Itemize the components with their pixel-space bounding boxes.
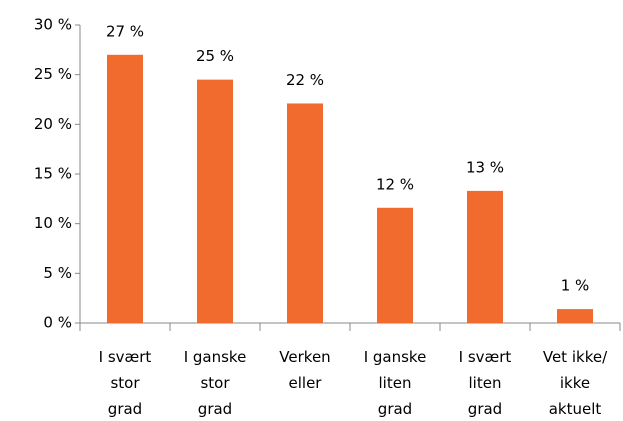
bar <box>197 79 233 323</box>
value-label: 22 % <box>286 71 324 89</box>
x-tick-label: Verken eller <box>279 348 330 392</box>
value-label: 12 % <box>376 175 414 193</box>
bar <box>287 103 323 324</box>
x-tick-label: I ganske stor grad <box>184 348 247 418</box>
y-tick-label: 0 % <box>43 314 72 332</box>
y-tick-label: 10 % <box>34 214 72 232</box>
y-tick-label: 5 % <box>43 264 72 282</box>
bar <box>557 309 593 323</box>
x-tick-label: I ganske liten grad <box>364 348 427 418</box>
x-tick-label: I svært stor grad <box>99 348 152 418</box>
y-tick-label: 20 % <box>34 115 72 133</box>
bar <box>377 207 413 323</box>
value-label: 25 % <box>196 47 234 65</box>
x-tick-label: Vet ikke/ikke aktuelt <box>543 348 608 418</box>
y-tick-label: 30 % <box>34 16 72 34</box>
bar <box>467 190 503 323</box>
y-tick-label: 25 % <box>34 65 72 83</box>
value-label: 1 % <box>561 277 590 295</box>
y-tick-label: 15 % <box>34 165 72 183</box>
x-tick-label: I svært liten grad <box>459 348 512 418</box>
bar <box>107 54 143 324</box>
value-label: 13 % <box>466 158 504 176</box>
value-label: 27 % <box>106 22 144 40</box>
